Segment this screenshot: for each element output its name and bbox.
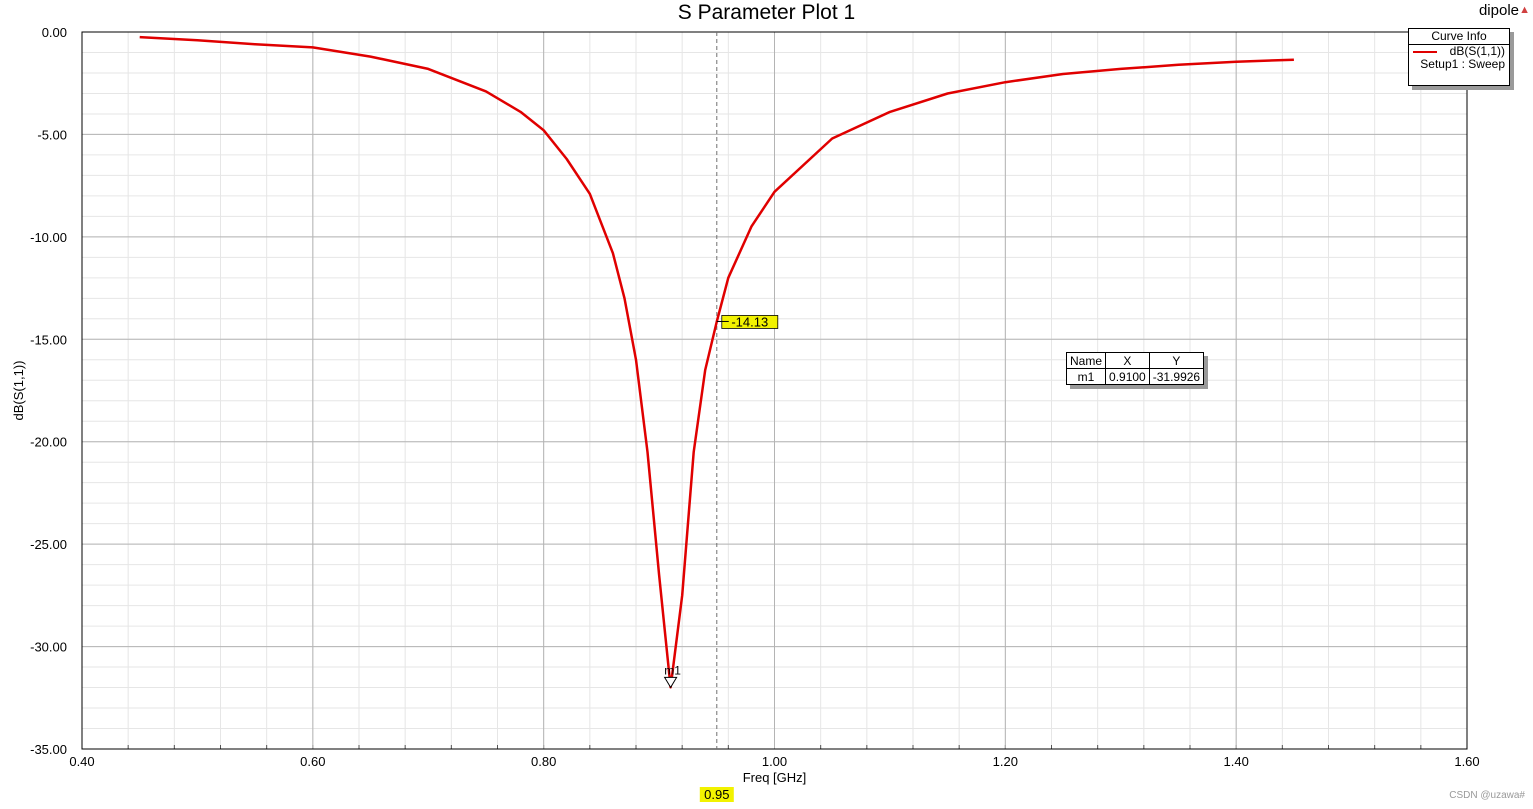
cursor-y-value: -14.13 <box>731 314 768 329</box>
marker-label: m1 <box>664 663 681 677</box>
x-tick-label: 0.60 <box>300 754 325 769</box>
y-tick-label: -25.00 <box>30 537 67 552</box>
x-tick-label: 1.00 <box>762 754 787 769</box>
curve-color-swatch <box>1413 51 1437 53</box>
marker-table-header: Y <box>1148 352 1205 369</box>
major-grid <box>81 31 1468 750</box>
chart-title: S Parameter Plot 1 <box>677 1 856 24</box>
x-axis-label: Freq [GHz] <box>743 770 807 785</box>
plot-frame <box>81 31 1468 750</box>
curve-setup: Setup1 : Sweep <box>1420 57 1505 71</box>
cursor-x-value: 0.95 <box>704 787 729 802</box>
marker-triangle <box>663 676 678 689</box>
marker-y-cell: -31.9926 <box>1148 368 1205 385</box>
marker-table-header: X <box>1105 352 1150 369</box>
x-tick-label: 1.40 <box>1224 754 1249 769</box>
x-tick-label: 1.20 <box>993 754 1018 769</box>
y-tick-label: -15.00 <box>30 332 67 347</box>
project-name: dipole <box>1478 2 1519 19</box>
marker-x-cell: 0.9100 <box>1105 368 1150 385</box>
y-tick-label: -30.00 <box>30 640 67 655</box>
marker-table[interactable]: Name X Y m1 0.9100 -31.9926 <box>1065 352 1205 385</box>
marker-table-header: Name <box>1065 352 1107 369</box>
y-tick-label: -5.00 <box>37 127 67 142</box>
marker-table-row[interactable]: m1 0.9100 -31.9926 <box>1065 368 1205 385</box>
y-tick-labels: 0.00 -5.00 -10.00 -15.00 -20.00 -25.00 -30.00 -… <box>30 25 67 757</box>
y-tick-label: -10.00 <box>30 230 67 245</box>
cursor-layer: -14.13 0.95 <box>699 314 779 802</box>
marker-layer: m1 <box>663 663 681 689</box>
y-tick-label: -20.00 <box>30 435 67 450</box>
y-axis-label: dB(S(1,1)) <box>11 361 26 421</box>
marker-name-cell: m1 <box>1065 368 1107 385</box>
x-tick-label: 0.80 <box>531 754 556 769</box>
curve-info-entry[interactable]: dB(S(1,1)) <box>1409 45 1509 58</box>
x-tick-label: 1.60 <box>1454 754 1479 769</box>
curve-info-legend[interactable]: Curve Info dB(S(1,1)) Setup1 : Sweep <box>1408 28 1510 86</box>
curve-info-header: Curve Info <box>1409 29 1509 45</box>
collapse-arrow-icon[interactable]: ▲ <box>1519 4 1530 16</box>
marker-table-header-row: Name X Y <box>1065 352 1205 369</box>
cursor-x-value-box <box>699 787 734 802</box>
y-tick-label: -35.00 <box>30 742 67 757</box>
watermark: CSDN @uzawa# <box>1449 790 1525 801</box>
y-tick-label: 0.00 <box>42 25 67 40</box>
curve-name: dB(S(1,1)) <box>1449 44 1505 58</box>
x-tick-labels: 0.40 0.60 0.80 1.00 1.20 1.40 1.60 <box>69 754 1479 769</box>
x-tick-label: 0.40 <box>69 754 94 769</box>
